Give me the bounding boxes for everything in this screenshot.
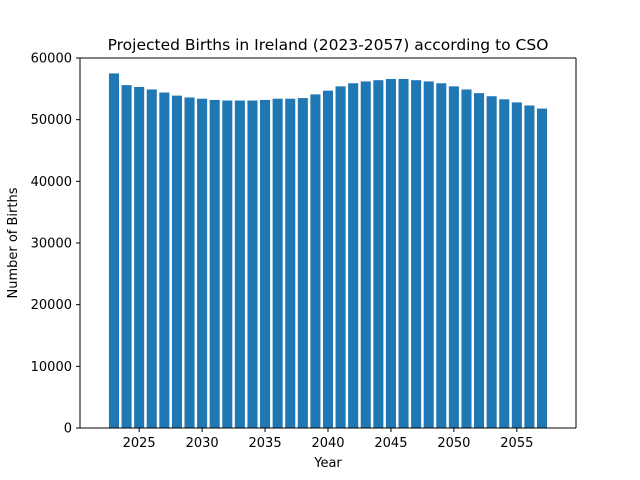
- bar-2055: [511, 102, 522, 429]
- bar-2042: [348, 83, 359, 428]
- bar-2050: [448, 86, 459, 429]
- bar-2023: [108, 73, 120, 429]
- bar-2044: [373, 80, 384, 428]
- bar-2037: [285, 98, 296, 428]
- bar-2054: [499, 99, 510, 428]
- bar-2052: [474, 93, 485, 429]
- bar-2046: [398, 78, 409, 428]
- bar-2025: [134, 86, 145, 428]
- bar-2039: [310, 94, 321, 428]
- bar-2034: [247, 100, 258, 429]
- y-tick-label-10000: 10000: [31, 360, 72, 375]
- x-tick-label-2035: 2035: [249, 436, 282, 451]
- bar-2051: [461, 89, 472, 428]
- bar-2024: [121, 85, 132, 428]
- bar-2029: [184, 97, 195, 428]
- bar-2032: [222, 100, 233, 429]
- bars-group: [108, 73, 548, 429]
- y-tick-label-30000: 30000: [31, 237, 72, 252]
- x-tick-label-2040: 2040: [311, 436, 344, 451]
- bar-2056: [524, 105, 535, 428]
- bar-2026: [146, 89, 157, 428]
- bar-2036: [272, 98, 283, 428]
- x-tick-label-2045: 2045: [374, 436, 407, 451]
- x-tick-label-2055: 2055: [500, 436, 533, 451]
- bar-2049: [436, 83, 447, 428]
- bar-2057: [536, 108, 548, 428]
- x-axis-ticks: 2025 2030 2035 2040 2045 2050 2055: [123, 428, 533, 451]
- bar-2045: [385, 78, 396, 428]
- chart-title: Projected Births in Ireland (2023-2057) …: [108, 36, 549, 54]
- y-axis-label: Number of Births: [6, 187, 21, 298]
- y-tick-label-20000: 20000: [31, 298, 72, 313]
- bar-2035: [260, 99, 271, 429]
- bar-2048: [423, 81, 434, 429]
- bar-2027: [159, 92, 170, 428]
- x-tick-label-2050: 2050: [437, 436, 470, 451]
- bar-2040: [322, 90, 334, 429]
- y-axis-ticks: 0 10000 20000 30000 40000 50000 60000: [31, 52, 80, 437]
- x-axis-label: Year: [313, 456, 342, 471]
- y-tick-label-40000: 40000: [31, 175, 72, 190]
- x-tick-label-2030: 2030: [186, 436, 219, 451]
- y-tick-label-50000: 50000: [31, 113, 72, 128]
- bar-2053: [486, 96, 497, 428]
- bar-2033: [234, 100, 245, 429]
- bar-2030: [197, 98, 208, 428]
- bar-2041: [335, 86, 346, 429]
- bar-2038: [297, 98, 308, 428]
- y-tick-label-60000: 60000: [31, 52, 72, 67]
- bar-2031: [209, 99, 220, 429]
- bar-2047: [411, 80, 422, 428]
- x-tick-label-2025: 2025: [123, 436, 156, 451]
- y-tick-label-0: 0: [64, 422, 72, 437]
- bar-2043: [360, 81, 371, 429]
- bar-2028: [171, 95, 182, 429]
